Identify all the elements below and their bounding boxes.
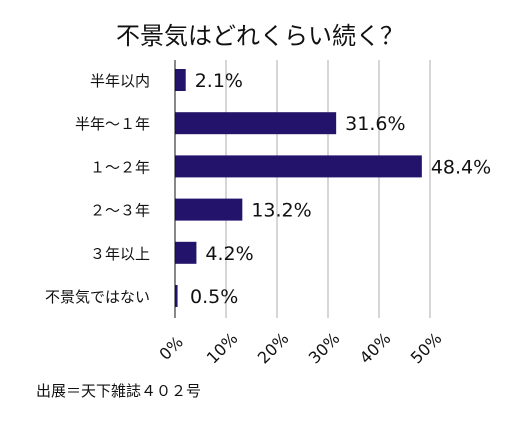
data-label: 48.4% [431,156,491,178]
category-label: ２〜３年 [90,202,150,220]
x-tick-label: 0% [155,332,186,363]
x-tick-label: 50% [407,329,446,368]
data-label: 0.5% [190,286,238,308]
x-tick-label: 30% [305,329,344,368]
x-tick-labels: 0% 10% 20% 30% 40% 50% [155,329,445,368]
category-label: ３年以上 [90,245,150,263]
bars [175,69,422,307]
bar [175,155,422,178]
data-labels: 2.1% 31.6% 48.4% 13.2% 4.2% 0.5% [190,70,491,308]
category-label: 半年以内 [90,72,150,90]
x-tick-label: 10% [203,329,242,368]
data-label: 31.6% [345,113,405,135]
x-tick-label: 20% [254,329,293,368]
bar [175,285,178,307]
category-label: １〜２年 [90,158,150,176]
bar [175,69,186,91]
x-tick-label: 40% [356,329,395,368]
category-label: 半年〜１年 [75,115,150,133]
grid-lines [225,60,431,318]
data-label: 4.2% [205,243,253,265]
bar [175,241,197,264]
category-label: 不景気ではない [45,288,150,306]
bar [175,112,337,135]
source-note: 出展＝天下雑誌４０２号 [36,382,201,400]
data-label: 2.1% [195,70,243,92]
chart-title: 不景気はどれくらい続く？ [116,22,404,50]
data-label: 13.2% [251,200,311,222]
bar [175,198,243,221]
